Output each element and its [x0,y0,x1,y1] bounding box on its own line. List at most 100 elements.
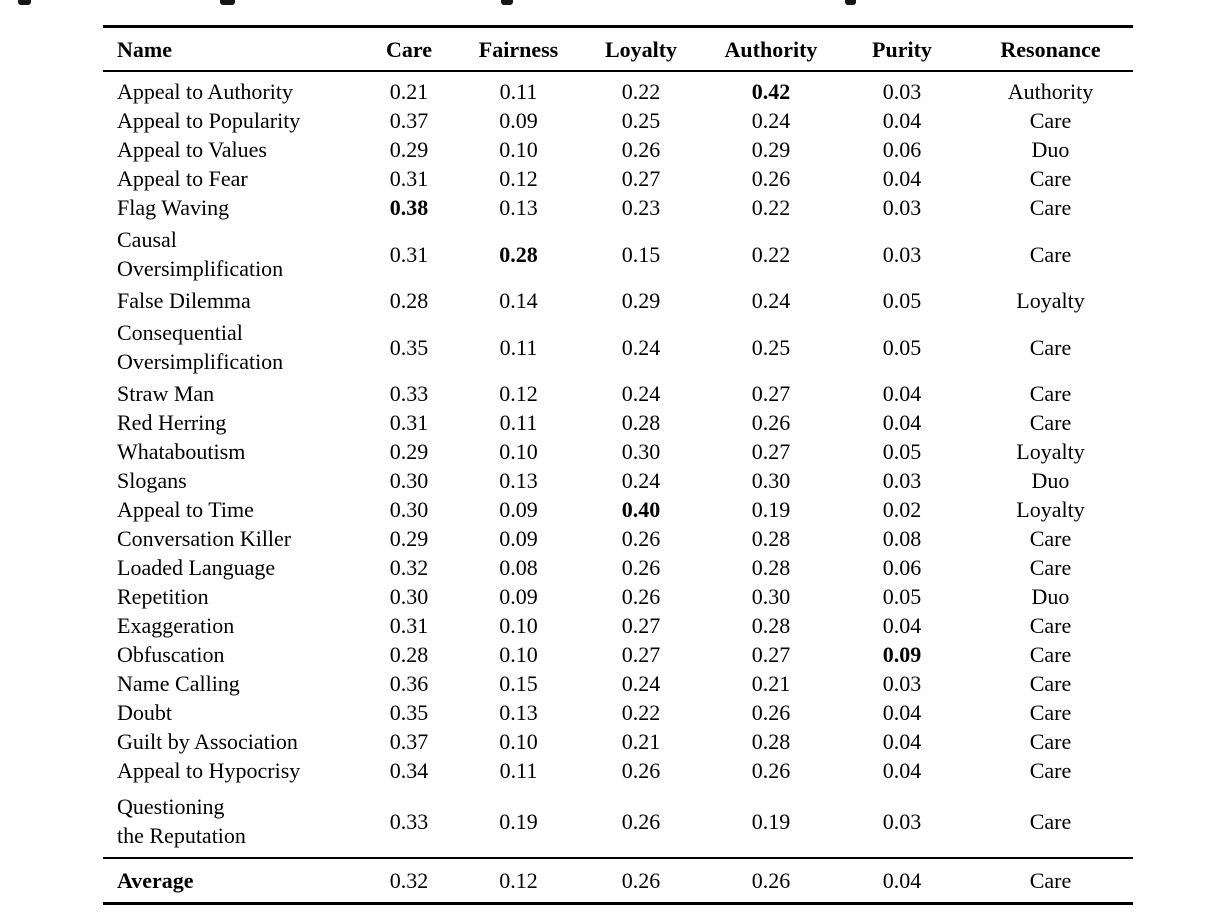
cell-authority: 0.26 [751,700,791,725]
table-row: Guilt by Association 0.37 0.10 0.21 0.28 0.04… [103,727,1133,756]
technique-name-line: Appeal to Popularity [117,108,301,133]
cell-loyalty: 0.24 [621,468,661,493]
cell-purity: 0.04 [882,108,922,133]
cell-care: 0.31 [389,241,429,267]
cell-loyalty: 0.23 [621,195,661,220]
cell-loyalty: 0.26 [621,758,661,783]
cell-authority: 0.30 [751,584,791,609]
cell-loyalty: 0.30 [621,439,661,464]
cell-fairness: 0.12 [499,381,538,406]
table-row: Repetition 0.30 0.09 0.26 0.30 0.05 Duo [103,582,1133,611]
technique-name: False Dilemma [103,286,357,315]
cell-authority: 0.27 [751,642,791,667]
technique-name: Name Calling [103,669,357,698]
technique-name-line: Doubt [117,700,172,725]
cell-resonance: Duo [1031,468,1070,493]
cell-loyalty: 0.24 [621,334,661,360]
cell-loyalty: 0.24 [621,671,661,696]
table-row: Appeal to Popularity 0.37 0.09 0.25 0.24 0.04… [103,106,1133,135]
technique-name: Obfuscation [103,640,357,669]
cell-loyalty: 0.21 [621,729,661,754]
cell-care: 0.32 [357,857,461,904]
cell-purity: 0.04 [882,758,922,783]
technique-name: Doubt [103,698,357,727]
cell-loyalty: 0.25 [621,108,661,133]
cell-resonance: Care [1029,758,1072,783]
cell-loyalty: 0.28 [621,410,661,435]
cell-loyalty: 0.26 [621,137,661,162]
cell-purity: 0.06 [882,137,922,162]
cell-care: 0.21 [389,79,429,104]
cell-purity: 0.04 [836,857,968,904]
technique-name: Appeal to Values [103,135,357,164]
technique-name: Flag Waving [103,193,357,222]
technique-name-line: Appeal to Time [117,497,254,522]
table-row: Conversation Killer 0.29 0.09 0.26 0.28 0.08 C… [103,524,1133,553]
cell-care: 0.29 [389,526,429,551]
cell-authority: 0.21 [751,671,791,696]
cell-purity: 0.04 [882,410,922,435]
cell-purity: 0.05 [882,584,922,609]
cell-purity: 0.05 [882,334,922,360]
cell-resonance: Care [1029,334,1072,360]
cell-fairness: 0.10 [499,439,538,464]
cell-authority: 0.28 [751,613,791,638]
cell-authority: 0.42 [751,79,791,104]
cell-loyalty: 0.26 [621,555,661,580]
cell-purity: 0.05 [882,439,922,464]
cell-purity: 0.06 [882,555,922,580]
technique-name-line: Average [117,868,194,893]
table-row: Questioning the Reputation 0.33 0.19 0.26 0.1… [103,785,1133,858]
cell-loyalty: 0.27 [621,166,661,191]
cell-purity: 0.04 [882,700,922,725]
table-row: Appeal to Values 0.29 0.10 0.26 0.29 0.06 Duo [103,135,1133,164]
technique-name-line: Conversation Killer [117,526,292,551]
technique-name: Loaded Language [103,553,357,582]
cell-authority: 0.28 [751,729,791,754]
technique-name: Appeal to Time [103,495,357,524]
table-footer: Average 0.32 0.12 0.26 0.26 0.04 Care [103,857,1133,904]
technique-name: Appeal to Fear [103,164,357,193]
cell-fairness: 0.08 [499,555,538,580]
cell-care: 0.28 [389,642,429,667]
technique-name-line: Loaded Language [117,555,276,580]
header-row: Name Care Fairness Loyalty Authority Purity Re… [103,26,1133,72]
table-row: Flag Waving 0.38 0.13 0.23 0.22 0.03 Care [103,193,1133,222]
cell-fairness: 0.10 [499,729,538,754]
cell-authority: 0.22 [751,241,791,267]
technique-name-line: Straw Man [117,381,215,406]
cell-purity: 0.04 [882,729,922,754]
cell-loyalty: 0.22 [621,700,661,725]
table-row: Slogans 0.30 0.13 0.24 0.30 0.03 Duo [103,466,1133,495]
cell-loyalty: 0.26 [621,584,661,609]
cell-authority: 0.19 [751,808,791,834]
cell-fairness: 0.15 [499,671,538,696]
cell-care: 0.28 [389,288,429,313]
table-row: Name Calling 0.36 0.15 0.24 0.21 0.03 Care [103,669,1133,698]
technique-name-line: Appeal to Fear [117,166,248,191]
technique-name-line: Appeal to Hypocrisy [117,758,301,783]
cell-resonance: Duo [1031,584,1070,609]
table-row: False Dilemma 0.28 0.14 0.29 0.24 0.05 Loyalty [103,286,1133,315]
technique-name-line: Guilt by Association [117,729,298,754]
cell-care: 0.31 [389,613,429,638]
resonance-table: Name Care Fairness Loyalty Authority Purity Re… [103,25,1133,905]
table-row: Appeal to Authority 0.21 0.11 0.22 0.42 0.03 A… [103,71,1133,106]
average-row: Average 0.32 0.12 0.26 0.26 0.04 Care [103,857,1133,904]
technique-name: Red Herring [103,408,357,437]
technique-name-line: Oversimplification [117,349,284,374]
cell-care: 0.30 [389,584,429,609]
table-header: Name Care Fairness Loyalty Authority Purity Re… [103,26,1133,72]
cell-resonance: Care [1029,671,1072,696]
technique-name-line: Questioning [117,794,225,819]
technique-name: Exaggeration [103,611,357,640]
cell-resonance: Care [1029,166,1072,191]
cell-care: 0.30 [389,497,429,522]
table-row: Red Herring 0.31 0.11 0.28 0.26 0.04 Care [103,408,1133,437]
technique-name-line: Exaggeration [117,613,235,638]
technique-name-line: Repetition [117,584,209,609]
cell-resonance: Care [1029,729,1072,754]
technique-name-line: Appeal to Authority [117,79,293,104]
cell-loyalty: 0.15 [621,241,661,267]
caption-descender-mark [501,0,513,5]
